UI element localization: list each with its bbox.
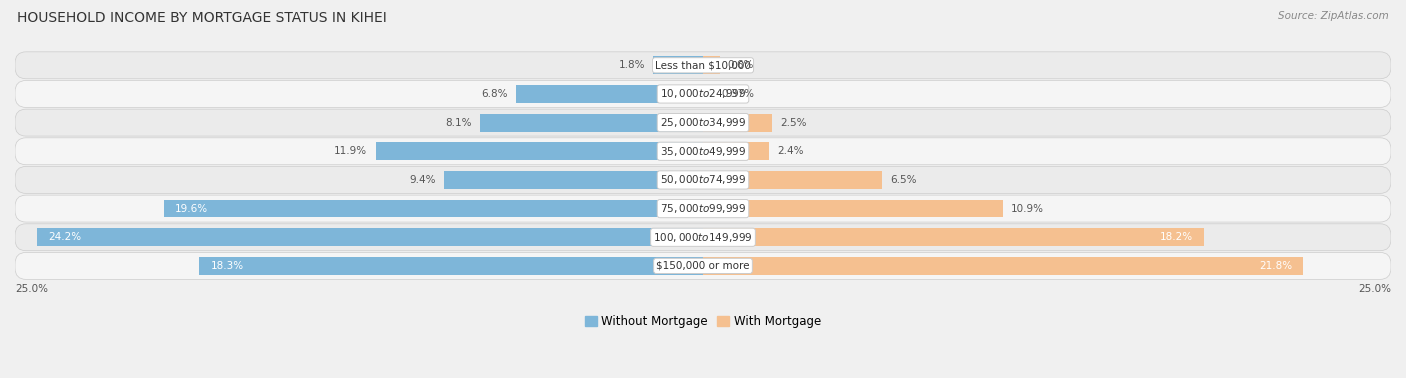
Legend: Without Mortgage, With Mortgage: Without Mortgage, With Mortgage	[581, 311, 825, 333]
FancyBboxPatch shape	[15, 195, 1391, 222]
Bar	[200, 257, 703, 275]
Bar	[375, 143, 703, 160]
FancyBboxPatch shape	[15, 166, 1391, 194]
Text: 1.8%: 1.8%	[619, 60, 645, 70]
Text: 6.5%: 6.5%	[890, 175, 917, 185]
Bar	[479, 114, 703, 132]
Bar	[516, 85, 703, 103]
Bar	[703, 228, 1204, 246]
Text: 25.0%: 25.0%	[15, 284, 48, 294]
FancyBboxPatch shape	[15, 253, 1391, 279]
Text: 6.8%: 6.8%	[481, 89, 508, 99]
Text: $50,000 to $74,999: $50,000 to $74,999	[659, 174, 747, 186]
Bar	[37, 228, 703, 246]
Text: Source: ZipAtlas.com: Source: ZipAtlas.com	[1278, 11, 1389, 21]
Text: 19.6%: 19.6%	[174, 204, 208, 214]
Bar	[703, 85, 713, 103]
Bar	[703, 171, 882, 189]
Text: $75,000 to $99,999: $75,000 to $99,999	[659, 202, 747, 215]
Text: $150,000 or more: $150,000 or more	[657, 261, 749, 271]
FancyBboxPatch shape	[15, 224, 1391, 251]
Text: 2.4%: 2.4%	[778, 146, 804, 156]
Text: $25,000 to $34,999: $25,000 to $34,999	[659, 116, 747, 129]
Text: 0.37%: 0.37%	[721, 89, 755, 99]
Text: HOUSEHOLD INCOME BY MORTGAGE STATUS IN KIHEI: HOUSEHOLD INCOME BY MORTGAGE STATUS IN K…	[17, 11, 387, 25]
Text: 11.9%: 11.9%	[335, 146, 367, 156]
Text: 8.1%: 8.1%	[446, 118, 472, 128]
Text: 18.3%: 18.3%	[211, 261, 243, 271]
Text: 25.0%: 25.0%	[1358, 284, 1391, 294]
Text: $35,000 to $49,999: $35,000 to $49,999	[659, 145, 747, 158]
FancyBboxPatch shape	[15, 138, 1391, 165]
Text: Less than $10,000: Less than $10,000	[655, 60, 751, 70]
Bar	[703, 143, 769, 160]
Text: 18.2%: 18.2%	[1160, 232, 1192, 242]
FancyBboxPatch shape	[15, 109, 1391, 136]
Text: $100,000 to $149,999: $100,000 to $149,999	[654, 231, 752, 244]
Text: 21.8%: 21.8%	[1258, 261, 1292, 271]
FancyBboxPatch shape	[15, 52, 1391, 79]
Bar	[703, 200, 1002, 217]
Bar	[703, 56, 720, 74]
Text: 2.5%: 2.5%	[780, 118, 807, 128]
Text: 24.2%: 24.2%	[48, 232, 82, 242]
FancyBboxPatch shape	[15, 81, 1391, 107]
Bar	[654, 56, 703, 74]
Text: 0.6%: 0.6%	[728, 60, 754, 70]
Text: $10,000 to $24,999: $10,000 to $24,999	[659, 87, 747, 101]
Text: 10.9%: 10.9%	[1011, 204, 1045, 214]
Bar	[703, 114, 772, 132]
Bar	[703, 257, 1303, 275]
Bar	[163, 200, 703, 217]
Text: 9.4%: 9.4%	[409, 175, 436, 185]
Bar	[444, 171, 703, 189]
